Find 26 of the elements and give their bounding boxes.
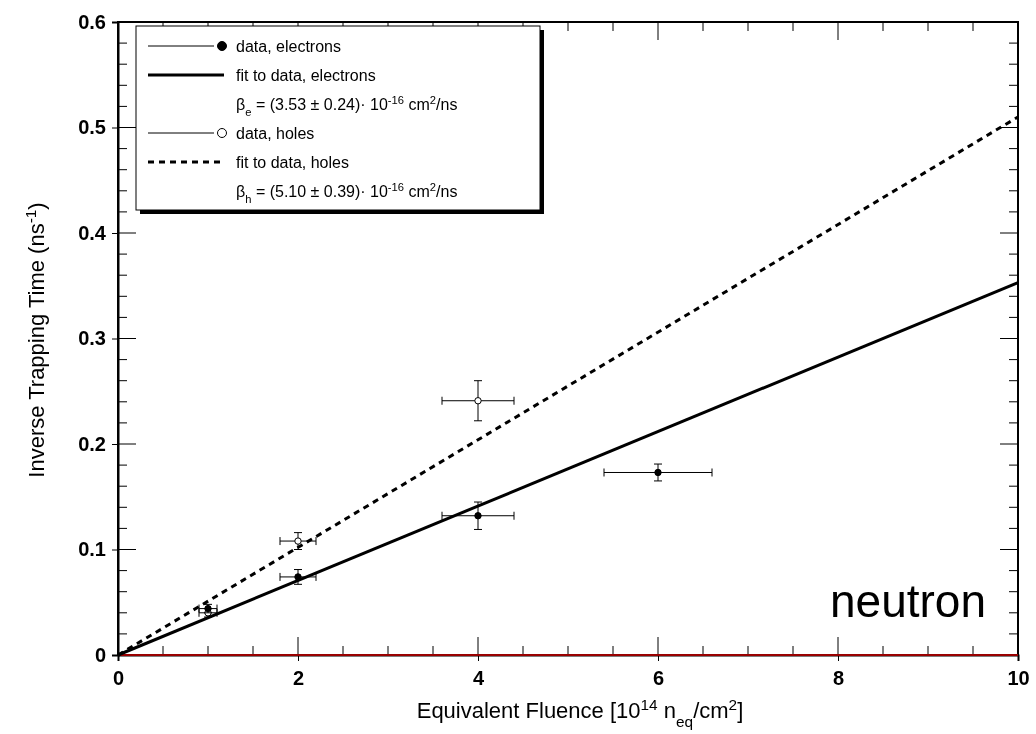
y-tick-label: 0.5 xyxy=(78,116,106,139)
x-tick-label: 0 xyxy=(112,667,125,690)
legend-label: data, electrons xyxy=(236,38,341,55)
legend-label: data, holes xyxy=(236,125,315,142)
legend-label: fit to data, holes xyxy=(236,154,349,171)
y-tick-label: 0.1 xyxy=(78,538,106,561)
annotation: β$_{e}$ = (3.53 ± 0.24)· 10$^{-16}$ cm$^{2}$/ns xyxy=(236,94,458,118)
x-axis-title: Equivalent Fluence [10$^{14}$ n$_{eq}$/cm$^{2}$] xyxy=(416,695,744,730)
y-tick-label: 0 xyxy=(94,643,106,666)
x-tick-label: 10 xyxy=(1007,667,1030,690)
annotation: β$_{h}$ = (5.10 ± 0.39)· 10$^{-16}$ cm$^{2}$/ns xyxy=(236,181,458,205)
x-tick-label: 8 xyxy=(832,667,845,690)
x-tick-label: 6 xyxy=(652,667,665,690)
x-tick-label: 4 xyxy=(472,667,485,690)
point xyxy=(294,573,302,581)
point xyxy=(294,537,302,545)
legend-label: fit to data, electrons xyxy=(236,67,376,84)
point xyxy=(654,468,662,477)
point xyxy=(474,512,482,520)
y-tick-label: 0.3 xyxy=(78,327,106,350)
y-tick-label: 0.6 xyxy=(78,10,106,33)
y-tick-label: 0.4 xyxy=(78,221,107,244)
point xyxy=(474,397,482,405)
y-tick-label: 0.2 xyxy=(78,432,106,455)
annotation: neutron xyxy=(829,575,987,627)
x-tick-label: 2 xyxy=(292,667,305,690)
